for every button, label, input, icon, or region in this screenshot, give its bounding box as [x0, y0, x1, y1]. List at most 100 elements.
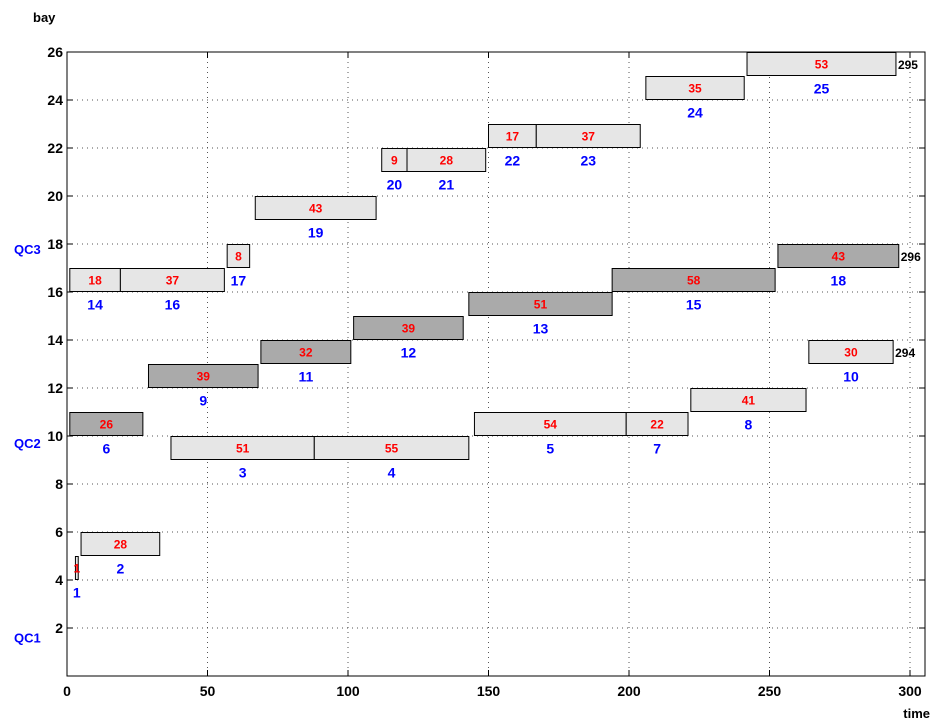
- task-bar: [746, 52, 897, 76]
- task-id-label: 21: [439, 177, 455, 193]
- task-id-label: 16: [165, 297, 181, 313]
- task-bar: [777, 244, 900, 268]
- task-bar: [226, 244, 251, 268]
- task-bar: [353, 316, 464, 340]
- y-tick-label: 4: [55, 572, 63, 588]
- task-bar: [406, 148, 487, 172]
- x-tick-label: 300: [898, 683, 922, 699]
- task-duration-label: 39: [402, 322, 416, 336]
- task-duration-label: 39: [197, 370, 211, 384]
- task-id-label: 22: [505, 153, 521, 169]
- task-bar: [254, 196, 377, 220]
- task-duration-label: 41: [742, 394, 756, 408]
- plot-frame: [66, 51, 926, 677]
- x-tick-label: 50: [200, 683, 216, 699]
- task-id-label: 20: [387, 177, 403, 193]
- task-id-label: 1: [73, 585, 81, 601]
- task-id-label: 10: [843, 369, 859, 385]
- task-duration-label: 35: [688, 82, 702, 96]
- task-duration-label: 28: [114, 538, 128, 552]
- task-duration-label: 53: [815, 58, 829, 72]
- task-bar: [690, 388, 807, 412]
- task-duration-label: 54: [544, 418, 558, 432]
- task-duration-label: 22: [650, 418, 664, 432]
- task-duration-label: 8: [235, 250, 242, 264]
- task-duration-label: 28: [440, 154, 454, 168]
- task-duration-label: 18: [88, 274, 102, 288]
- y-tick-label: 20: [47, 188, 63, 204]
- task-duration-label: 9: [391, 154, 398, 168]
- task-duration-label: 51: [236, 442, 250, 456]
- task-id-label: 2: [116, 561, 124, 577]
- task-bar: [535, 124, 641, 148]
- task-bar: [260, 340, 352, 364]
- task-id-label: 3: [239, 465, 247, 481]
- task-bar: [69, 412, 144, 436]
- task-bar: [147, 364, 259, 388]
- end-time-label: 296: [901, 250, 921, 264]
- task-bar: [119, 268, 225, 292]
- task-bar: [468, 292, 613, 316]
- y-tick-label: 10: [47, 428, 63, 444]
- y-tick-label: 18: [47, 236, 63, 252]
- task-id-label: 19: [308, 225, 324, 241]
- task-id-label: 11: [298, 369, 313, 385]
- y-tick-label: 16: [47, 284, 63, 300]
- task-id-label: 9: [199, 393, 207, 409]
- task-id-label: 6: [102, 441, 110, 457]
- y-tick-label: 12: [47, 380, 63, 396]
- crane-label: QC2: [14, 436, 41, 451]
- y-tick-label: 24: [47, 92, 63, 108]
- x-axis-title: time: [903, 706, 930, 721]
- task-bars: [69, 52, 900, 580]
- task-duration-label: 32: [299, 346, 313, 360]
- x-tick-label: 250: [758, 683, 782, 699]
- x-tick-label: 200: [617, 683, 641, 699]
- task-duration-label: 30: [844, 346, 858, 360]
- task-duration-label: 37: [582, 130, 596, 144]
- task-duration-label: 58: [687, 274, 701, 288]
- end-time-label: 295: [898, 58, 918, 72]
- task-duration-label: 1: [73, 562, 80, 576]
- task-bar: [74, 556, 79, 580]
- task-duration-label: 43: [309, 202, 323, 216]
- task-bar: [611, 268, 776, 292]
- task-id-label: 14: [87, 297, 103, 313]
- y-tick-label: 26: [47, 44, 63, 60]
- task-bar: [625, 412, 689, 436]
- task-duration-label: 43: [832, 250, 846, 264]
- x-tick-label: 150: [477, 683, 501, 699]
- end-time-label: 294: [895, 346, 915, 360]
- task-bar: [313, 436, 470, 460]
- crane-label: QC1: [14, 631, 41, 646]
- task-id-label: 18: [831, 273, 847, 289]
- task-duration-label: 17: [506, 130, 520, 144]
- task-id-label: 17: [231, 273, 247, 289]
- task-duration-label: 51: [534, 298, 548, 312]
- y-tick-label: 2: [55, 620, 63, 636]
- task-bar: [645, 76, 745, 100]
- task-id-label: 15: [686, 297, 702, 313]
- y-tick-label: 6: [55, 524, 63, 540]
- x-tick-label: 0: [63, 683, 71, 699]
- task-id-label: 24: [687, 105, 703, 121]
- y-axis-title: bay: [33, 10, 56, 25]
- task-duration-label: 55: [385, 442, 399, 456]
- x-tick-label: 100: [336, 683, 360, 699]
- task-id-label: 5: [546, 441, 554, 457]
- task-id-label: 4: [388, 465, 396, 481]
- y-tick-label: 8: [55, 476, 63, 492]
- crane-label: QC3: [14, 242, 41, 257]
- y-tick-label: 22: [47, 140, 63, 156]
- y-tick-label: 14: [47, 332, 63, 348]
- task-bar: [808, 340, 894, 364]
- task-id-label: 25: [814, 81, 830, 97]
- task-id-label: 7: [653, 441, 661, 457]
- task-duration-label: 37: [166, 274, 180, 288]
- task-id-label: 8: [745, 417, 753, 433]
- task-id-label: 23: [580, 153, 596, 169]
- task-id-label: 12: [401, 345, 417, 361]
